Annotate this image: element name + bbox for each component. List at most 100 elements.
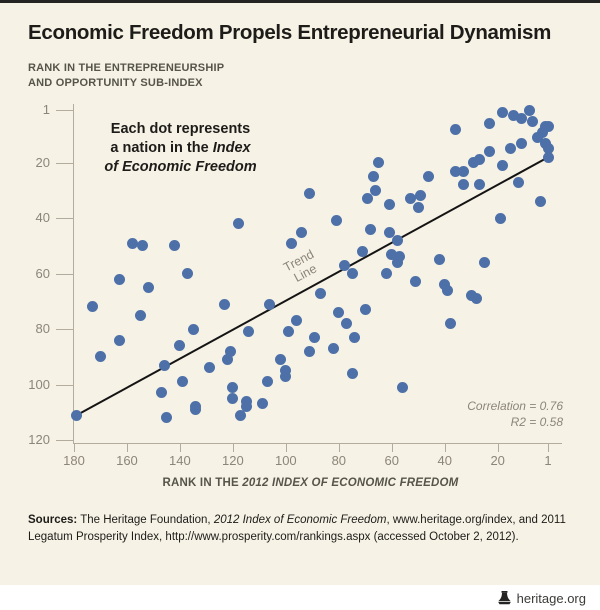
x-tick-label: 180: [63, 453, 85, 468]
data-point: [367, 171, 379, 183]
data-point: [441, 284, 453, 296]
trend-line-label: Trend Line: [267, 240, 337, 295]
data-point: [240, 395, 252, 407]
data-point: [282, 326, 294, 338]
footer-brand: heritage.org: [497, 590, 586, 606]
data-point: [219, 298, 231, 310]
correlation-value: Correlation = 0.76: [467, 399, 563, 413]
data-point: [333, 306, 345, 318]
data-point: [508, 110, 520, 122]
data-point: [304, 187, 316, 199]
data-point: [134, 309, 146, 321]
data-point: [444, 318, 456, 330]
data-point: [542, 121, 554, 133]
x-tick: [126, 443, 128, 452]
data-point: [516, 112, 528, 124]
x-tick-label: 140: [169, 453, 191, 468]
y-tick-label: 40: [35, 210, 50, 226]
data-point: [404, 193, 416, 205]
data-point: [473, 179, 485, 191]
data-point: [203, 362, 215, 374]
y-tick: [56, 440, 73, 441]
data-point: [365, 223, 377, 235]
data-point: [468, 157, 480, 169]
y-tick: [56, 110, 73, 111]
data-point: [174, 340, 186, 352]
data-point: [383, 226, 395, 238]
data-point: [362, 193, 374, 205]
x-tick-label: 1: [544, 453, 552, 468]
data-point: [513, 176, 525, 188]
data-point: [478, 257, 490, 269]
x-tick-label: 20: [490, 453, 505, 468]
y-tick: [56, 162, 73, 164]
x-tick: [179, 443, 181, 452]
data-point: [542, 151, 554, 163]
data-point: [222, 354, 234, 366]
annotation-line1: Each dot represents: [110, 121, 251, 137]
y-tick: [56, 329, 73, 331]
y-tick-label: 20: [35, 154, 50, 170]
data-point: [137, 240, 149, 252]
data-point: [280, 365, 292, 377]
data-point: [439, 279, 451, 291]
y-tick-label: 1: [42, 102, 50, 117]
data-point: [328, 342, 339, 354]
dot-annotation: Each dot represents a nation in the Inde…: [98, 120, 263, 177]
x-tick-label: 80: [331, 453, 347, 468]
data-point: [240, 401, 252, 413]
data-point: [113, 334, 125, 346]
data-point: [415, 190, 427, 202]
data-point: [142, 281, 154, 293]
data-point: [261, 376, 273, 388]
sources-italic: 2012 Index of Economic Freedom: [213, 514, 387, 526]
data-point: [309, 331, 321, 343]
data-point: [113, 273, 125, 285]
data-point: [383, 198, 395, 210]
x-tick-label: 120: [222, 453, 244, 468]
data-point: [531, 132, 543, 144]
data-point: [494, 212, 506, 224]
data-point: [155, 387, 167, 399]
data-point: [357, 245, 369, 257]
x-tick-label: 160: [116, 453, 138, 468]
data-point: [370, 184, 382, 196]
chart-title: Economic Freedom Propels Entrepreneurial…: [28, 21, 552, 44]
data-point: [394, 251, 406, 263]
r-squared-value: R2 = 0.58: [510, 415, 563, 429]
y-tick: [56, 218, 73, 220]
data-point: [457, 165, 469, 177]
data-point: [126, 237, 138, 249]
data-point: [243, 326, 255, 338]
x-tick: [285, 443, 287, 452]
data-point: [484, 118, 496, 130]
data-point: [542, 143, 554, 155]
data-point: [338, 259, 350, 271]
chart-card: Economic Freedom Propels Entrepreneurial…: [0, 0, 600, 585]
data-point: [457, 179, 469, 191]
data-point: [256, 398, 268, 410]
data-point: [497, 159, 509, 171]
sources-label: Sources:: [28, 514, 78, 526]
data-point: [423, 171, 435, 183]
sources-note: Sources: The Heritage Foundation, 2012 I…: [28, 512, 584, 546]
data-point: [516, 137, 528, 149]
data-point: [158, 359, 170, 371]
footer: heritage.org: [0, 585, 600, 610]
x-tick-label: 100: [274, 453, 297, 468]
x-tick-label: 60: [384, 453, 399, 468]
y-tick-label: 80: [35, 321, 50, 337]
data-point: [330, 215, 342, 227]
x-tick: [497, 443, 499, 452]
data-point: [94, 351, 106, 363]
sources-text2: , www.heritage.org/index, and 2011 Legat…: [28, 514, 566, 543]
data-point: [433, 254, 445, 266]
data-point: [290, 315, 302, 327]
annotation-line3-italic: of Economic Freedom: [104, 159, 257, 175]
data-point: [314, 287, 326, 299]
data-point: [187, 323, 199, 335]
data-point: [224, 345, 236, 357]
data-point: [346, 367, 358, 379]
data-point: [296, 226, 308, 238]
data-point: [359, 304, 371, 316]
